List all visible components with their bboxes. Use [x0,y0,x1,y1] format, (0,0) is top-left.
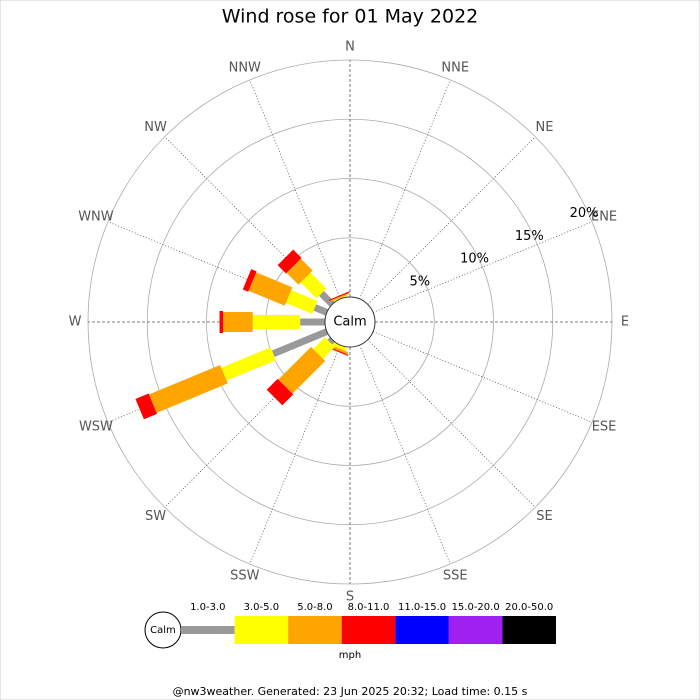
bar-segment [277,249,302,274]
legend-swatch [395,616,449,644]
bar-segment [278,346,326,394]
bar-segment [286,258,313,285]
legend-swatch [341,616,396,644]
bar-segment [285,290,318,314]
calm-label: Calm [333,315,366,330]
footer: @nw3weather. Generated: 23 Jun 2025 20:3… [173,685,528,698]
r-tick-label: 15% [515,229,544,244]
r-tick-label: 5% [410,274,431,289]
spoke [372,221,593,313]
direction-label: E [621,315,629,330]
legend-label: 8.0-11.0 [348,602,390,613]
direction-label: NNE [441,60,469,75]
direction-label: SW [145,509,166,524]
bar-segment [328,344,349,355]
legend-swatch [181,626,235,634]
bar-segment [313,304,329,316]
legend-label: 3.0-5.0 [244,602,279,613]
bar-segment [327,337,335,345]
direction-label: W [69,315,82,330]
legend-calm-label: Calm [150,625,176,636]
spoke [367,339,536,508]
bar-segment [266,378,294,406]
direction-label: N [345,40,355,55]
spoke [367,136,536,305]
legend-swatch [502,616,556,644]
spoke [359,344,451,565]
direction-label: NNW [229,60,261,75]
legend-label: 20.0-50.0 [505,602,553,613]
bar-segment [318,290,335,307]
legend-label: 11.0-15.0 [398,602,446,613]
legend-swatch [234,616,289,644]
legend-label: 1.0-3.0 [190,602,225,613]
chart-title: Wind rose for 01 May 2022 [222,6,479,28]
direction-label: ENE [591,209,617,224]
bar-segment [135,393,158,420]
direction-label: S [346,590,354,605]
calm-circle [324,296,376,348]
r-tick-label: 10% [460,252,489,267]
bar-segment [149,364,228,413]
direction-label: ESE [592,420,617,435]
bar-segment [300,272,327,299]
legend-label: 15.0-20.0 [452,602,500,613]
spoke [249,79,341,300]
bar-segment [271,328,329,358]
spoke [359,79,451,300]
bar-segment [313,337,335,359]
bar-segment [221,347,276,381]
direction-label: NW [144,120,167,135]
legend-label: 5.0-8.0 [297,602,332,613]
legend-units: mph [339,650,361,661]
spoke [249,344,341,565]
direction-label: NE [535,120,553,135]
legend-swatch [288,616,342,644]
direction-label: SSW [230,569,260,584]
bar-segment [248,272,293,306]
direction-label: SSE [443,569,468,584]
bar-segment [332,342,347,352]
direction-label: SE [536,509,552,524]
spoke [372,331,593,423]
r-tick-label: 20% [570,206,599,221]
bar-segment [242,269,257,292]
grid-ring [206,178,494,466]
direction-label: WSW [79,420,113,435]
direction-label: WNW [78,209,114,224]
legend-swatch [448,616,503,644]
